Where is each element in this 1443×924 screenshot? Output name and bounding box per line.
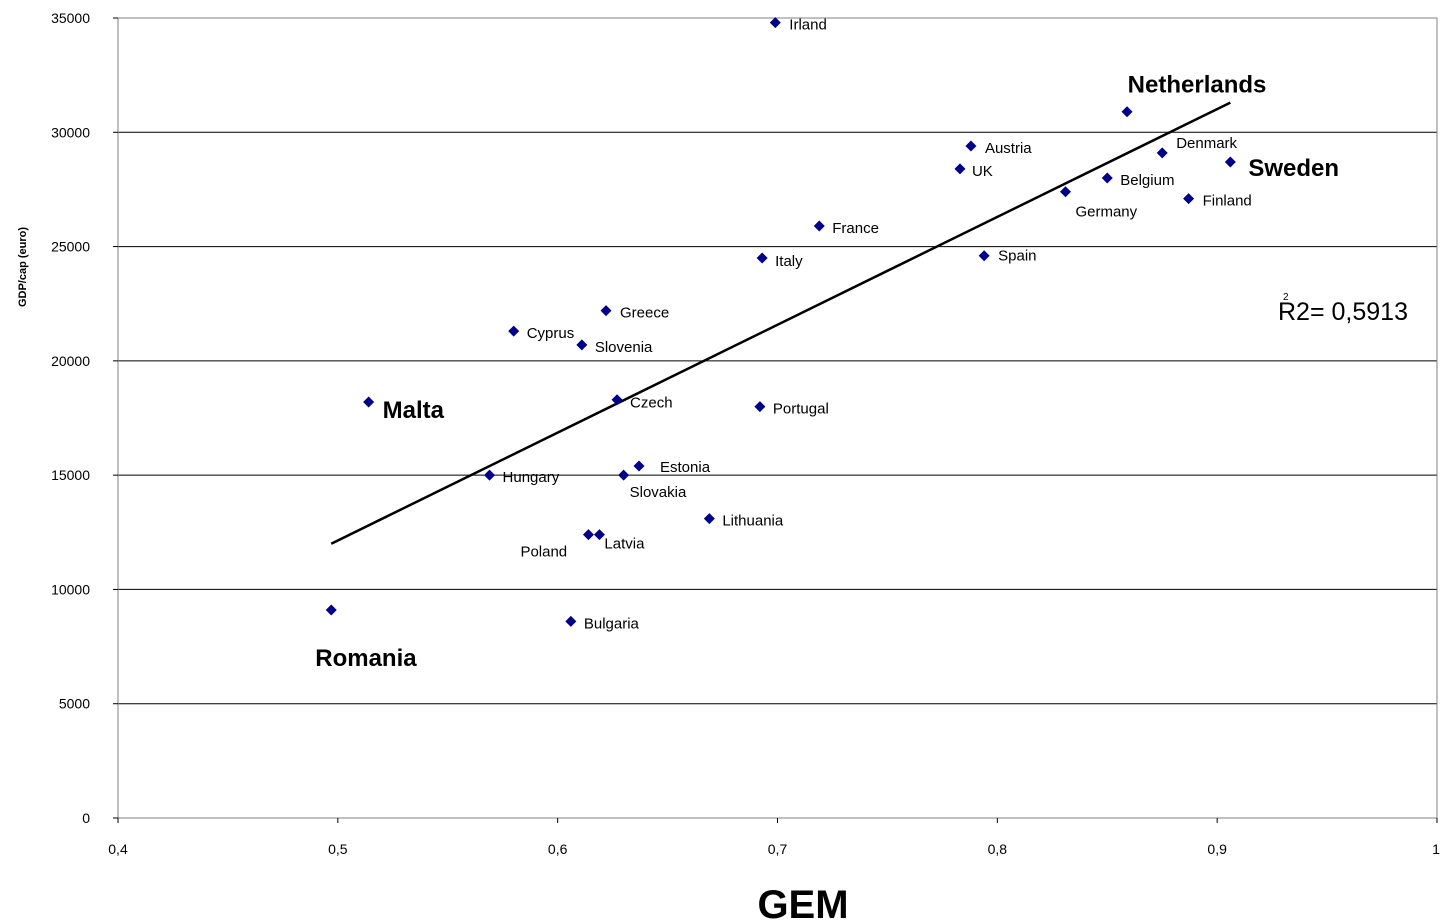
data-point-latvia xyxy=(593,529,605,541)
data-point-finland xyxy=(1183,193,1195,205)
x-tick-label: 0,9 xyxy=(1207,841,1227,857)
point-label-irland: Irland xyxy=(789,17,827,34)
point-label-italy: Italy xyxy=(775,253,803,270)
point-label-hungary: Hungary xyxy=(503,469,560,486)
y-axis-ticks: 0 5000 10000 15000 20000 25000 30000 35000 xyxy=(51,10,118,826)
x-tick-label: 0,4 xyxy=(108,841,128,857)
data-point-portugal xyxy=(754,401,766,413)
x-axis-label: GEM xyxy=(757,883,848,924)
y-tick-label: 25000 xyxy=(51,239,90,255)
point-label-cyprus: Cyprus xyxy=(527,325,575,342)
data-point-romania xyxy=(325,604,337,616)
data-point-belgium xyxy=(1101,172,1113,184)
y-tick-label: 0 xyxy=(82,810,90,826)
point-label-slovakia: Slovakia xyxy=(630,484,687,501)
point-label-czech: Czech xyxy=(630,395,673,412)
point-label-austria: Austria xyxy=(985,140,1032,157)
point-label-latvia: Latvia xyxy=(604,536,645,553)
data-point-slovakia xyxy=(618,469,630,481)
y-tick-label: 35000 xyxy=(51,10,90,26)
point-label-uk: UK xyxy=(972,163,993,180)
data-point-hungary xyxy=(484,469,496,481)
data-point-italy xyxy=(756,252,768,264)
point-label-finland: Finland xyxy=(1203,193,1252,210)
data-point-czech xyxy=(611,394,623,406)
data-point-bulgaria xyxy=(565,615,577,627)
point-label-lithuania: Lithuania xyxy=(722,513,784,530)
point-label-estonia: Estonia xyxy=(660,459,711,476)
point-labels: Irland Netherlands Austria Denmark Sweden UK B… xyxy=(315,17,1339,672)
data-points xyxy=(325,17,1236,627)
point-label-greece: Greece xyxy=(620,305,669,322)
data-point-netherlands xyxy=(1121,106,1133,118)
r2-annotation: R2= 0,5913 xyxy=(1278,298,1408,326)
y-tick-label: 10000 xyxy=(51,581,90,597)
r2-superscript: 2 xyxy=(1283,292,1289,303)
x-tick-label: 0,5 xyxy=(328,841,348,857)
y-tick-label: 15000 xyxy=(51,467,90,483)
x-axis-ticks: 0,4 0,5 0,6 0,7 0,8 0,9 1 xyxy=(108,818,1440,857)
data-point-austria xyxy=(965,140,977,152)
data-point-sweden xyxy=(1224,156,1236,168)
data-point-denmark xyxy=(1156,147,1168,159)
data-point-lithuania xyxy=(703,513,715,525)
y-tick-label: 20000 xyxy=(51,353,90,369)
data-point-slovenia xyxy=(576,339,588,351)
data-point-france xyxy=(813,220,825,232)
x-tick-label: 1 xyxy=(1432,841,1440,857)
data-point-poland xyxy=(582,529,594,541)
data-point-uk xyxy=(954,163,966,175)
data-point-estonia xyxy=(633,460,645,472)
data-point-irland xyxy=(769,17,781,29)
x-tick-label: 0,8 xyxy=(988,841,1008,857)
point-label-sweden: Sweden xyxy=(1248,155,1339,182)
point-label-bulgaria: Bulgaria xyxy=(584,615,640,632)
x-tick-label: 0,6 xyxy=(548,841,568,857)
y-axis-label: GDP/cap (euro) xyxy=(17,227,29,307)
trend-line xyxy=(330,101,1231,545)
plot-frame xyxy=(117,17,1438,819)
point-label-spain: Spain xyxy=(998,248,1036,265)
point-label-portugal: Portugal xyxy=(773,401,829,418)
data-point-cyprus xyxy=(508,325,520,337)
y-tick-label: 30000 xyxy=(51,124,90,140)
point-label-belgium: Belgium xyxy=(1120,172,1174,189)
point-label-france: France xyxy=(832,220,879,237)
point-label-romania: Romania xyxy=(315,645,417,672)
point-label-malta: Malta xyxy=(383,397,445,424)
data-point-germany xyxy=(1059,186,1071,198)
point-label-germany: Germany xyxy=(1075,204,1137,221)
data-point-greece xyxy=(600,305,612,317)
data-point-malta xyxy=(363,396,375,408)
point-label-poland: Poland xyxy=(520,544,567,561)
point-label-netherlands: Netherlands xyxy=(1128,72,1267,99)
data-point-spain xyxy=(978,250,990,262)
y-tick-label: 5000 xyxy=(59,696,90,712)
point-label-slovenia: Slovenia xyxy=(595,339,653,356)
grid-lines xyxy=(118,131,1437,705)
x-tick-label: 0,7 xyxy=(768,841,788,857)
point-label-denmark: Denmark xyxy=(1176,135,1237,152)
